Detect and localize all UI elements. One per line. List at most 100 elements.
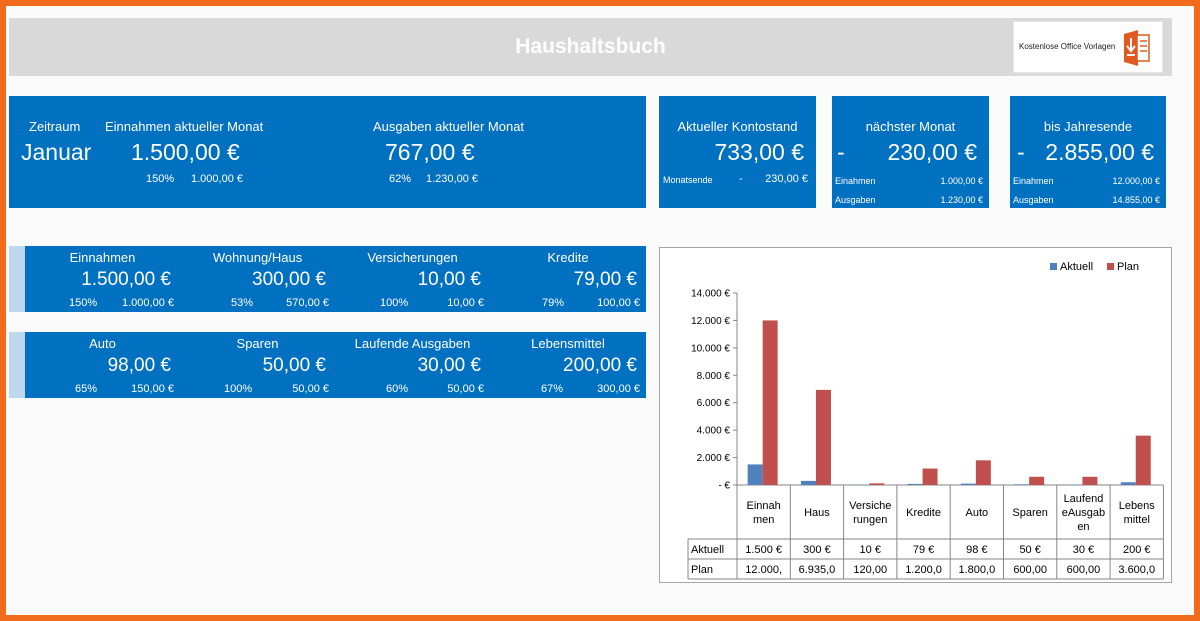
table-value: 200 € [1123, 544, 1151, 556]
y-tick-label: 8.000 € [697, 371, 731, 382]
naechster-monat-einnahmen-value: 1.000,00 € [940, 176, 983, 186]
bar-aktuell [1014, 484, 1030, 485]
table-category-label: Einnah [747, 500, 781, 512]
einnahmen-monat-plan: 1.000,00 € [191, 173, 243, 185]
y-tick-label: 10.000 € [691, 343, 730, 354]
title-bar: Haushaltsbuch Kostenlose Office Vorlagen [9, 18, 1172, 76]
category-name: Laufende Ausgaben [354, 336, 471, 351]
category-pct: 67% [541, 383, 564, 395]
category-name: Einnahmen [69, 250, 136, 265]
category-row1-strip [9, 246, 25, 312]
sheet: Haushaltsbuch Kostenlose Office Vorlagen… [6, 6, 1194, 615]
bar-aktuell [800, 480, 816, 485]
category-name: Kredite [547, 250, 589, 265]
legend-swatch [1050, 263, 1057, 270]
bar-plan [922, 468, 938, 485]
zeitraum-value: Januar [21, 139, 92, 165]
logo-text: Kostenlose Office Vorlagen [1019, 42, 1116, 51]
category-value: 98,00 € [107, 355, 171, 376]
table-value: 6.935,0 [799, 564, 836, 576]
chart-container[interactable]: 14.000 € 12.000 € 10.000 € 8.000 € 6.000 € 4.… [659, 247, 1172, 583]
table-value: 3.600,0 [1118, 564, 1155, 576]
y-tick-label: 4.000 € [697, 426, 731, 437]
category-pct: 100% [380, 297, 409, 309]
logo[interactable]: Kostenlose Office Vorlagen [1013, 21, 1163, 73]
bar-aktuell [854, 484, 870, 486]
zeitraum-label: Zeitraum [29, 119, 81, 134]
bar-plan [1029, 476, 1045, 485]
category-plan: 10,00 € [447, 297, 484, 309]
bar-plan [762, 320, 778, 485]
category-value: 300,00 € [252, 269, 326, 290]
bar-plan [815, 389, 831, 485]
category-value: 1.500,00 € [81, 269, 171, 290]
y-tick-label: - € [718, 481, 730, 492]
table-value: 10 € [860, 544, 881, 556]
bar-aktuell [960, 483, 976, 485]
category-tile: Laufende Ausgaben 30,00 € 60% 50,00 € [335, 332, 490, 398]
category-pct: 53% [231, 297, 254, 309]
category-plan: 50,00 € [292, 383, 329, 395]
category-plan: 1.000,00 € [122, 297, 174, 309]
category-name: Auto [89, 336, 116, 351]
monatsende-value: 230,00 € [765, 173, 808, 185]
table-value: 600,00 [1067, 564, 1101, 576]
naechster-monat-ausgaben-label: Ausgaben [835, 195, 876, 205]
ausgaben-monat-label: Ausgaben aktueller Monat [373, 119, 525, 134]
table-value: 1.500 € [745, 544, 782, 556]
category-plan: 570,00 € [286, 297, 329, 309]
category-row1-panel: Einnahmen 1.500,00 € 150% 1.000,00 € Woh… [25, 246, 646, 312]
table-value: 1.200,0 [905, 564, 942, 576]
einnahmen-monat-label: Einnahmen aktueller Monat [105, 119, 264, 134]
ausgaben-monat-plan: 1.230,00 € [426, 173, 478, 185]
table-value: 600,00 [1013, 564, 1047, 576]
naechster-monat-einnahmen-label: Einahmen [835, 176, 876, 186]
table-category-label: mittel [1124, 514, 1150, 526]
category-plan: 300,00 € [597, 383, 640, 395]
category-pct: 79% [542, 297, 565, 309]
summary-panel: Zeitraum Januar Einnahmen aktueller Mona… [9, 96, 646, 208]
category-name: Wohnung/Haus [212, 250, 303, 265]
naechster-monat-value: 230,00 € [887, 139, 977, 165]
table-series-label: Aktuell [691, 544, 724, 556]
category-value: 79,00 € [573, 269, 637, 290]
category-tile: Versicherungen 10,00 € 100% 10,00 € [335, 246, 490, 312]
table-value: 120,00 [853, 564, 887, 576]
jahresende-value: 2.855,00 € [1045, 139, 1154, 165]
legend-label: Plan [1117, 261, 1139, 273]
bar-chart: 14.000 € 12.000 € 10.000 € 8.000 € 6.000 € 4.… [687, 261, 1164, 580]
kontostand-label: Aktueller Kontostand [677, 119, 798, 134]
einnahmen-monat-pct: 150% [146, 173, 175, 185]
table-category-label: eAusgab [1062, 507, 1105, 519]
monatsende-label: Monatsende [663, 175, 713, 185]
table-category-label: Laufend [1064, 493, 1104, 505]
table-value: 98 € [966, 544, 987, 556]
category-tile: Einnahmen 1.500,00 € 150% 1.000,00 € [25, 246, 180, 312]
naechster-monat-sign: - [837, 139, 845, 165]
jahresende-panel: bis Jahresende - 2.855,00 € Einahmen 12.… [1010, 96, 1166, 208]
bar-plan [1135, 435, 1151, 485]
table-category-label: Versiche [849, 500, 891, 512]
bar-aktuell [747, 464, 763, 485]
document-download-icon [1124, 30, 1150, 66]
category-pct: 100% [224, 383, 253, 395]
jahresende-label: bis Jahresende [1043, 119, 1133, 134]
table-category-label: Kredite [906, 507, 941, 519]
category-tile: Kredite 79,00 € 79% 100,00 € [490, 246, 646, 312]
table-category-label: men [753, 514, 774, 526]
jahresende-einnahmen-label: Einahmen [1013, 176, 1054, 186]
table-category-label: Sparen [1012, 507, 1047, 519]
naechster-monat-label: nächster Monat [865, 119, 956, 134]
table-category-label: en [1077, 521, 1089, 533]
category-pct: 150% [69, 297, 98, 309]
kontostand-panel: Aktueller Kontostand 733,00 € Monatsende… [659, 96, 816, 208]
jahresende-ausgaben-label: Ausgaben [1013, 195, 1054, 205]
y-tick-label: 12.000 € [691, 316, 730, 327]
y-tick-label: 2.000 € [697, 453, 731, 464]
bar-plan [975, 460, 991, 485]
table-value: 50 € [1019, 544, 1040, 556]
y-tick-label: 6.000 € [697, 398, 731, 409]
category-plan: 150,00 € [131, 383, 174, 395]
naechster-monat-panel: nächster Monat - 230,00 € Einahmen 1.000… [832, 96, 989, 208]
category-tile: Wohnung/Haus 300,00 € 53% 570,00 € [180, 246, 335, 312]
